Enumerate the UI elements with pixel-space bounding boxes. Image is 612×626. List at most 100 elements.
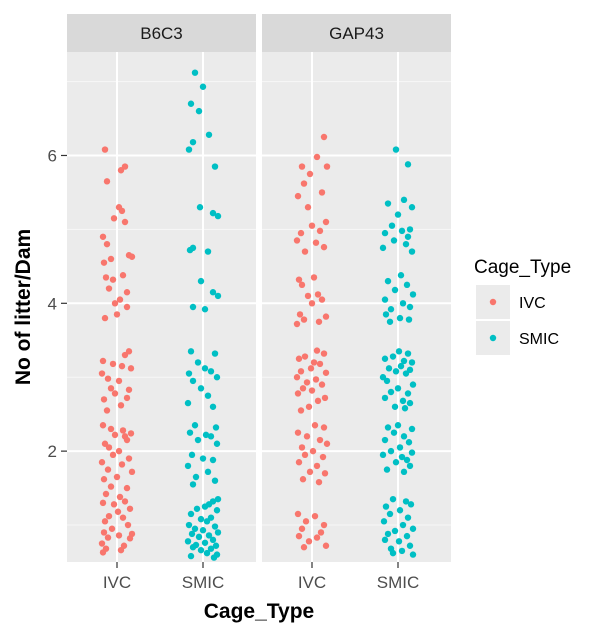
data-point-smic xyxy=(400,357,408,365)
data-point-ivc xyxy=(109,360,117,368)
data-point-smic xyxy=(387,388,395,396)
x-tick-label: IVC xyxy=(298,573,326,592)
data-point-smic xyxy=(199,527,207,534)
y-tick-label: 4 xyxy=(48,294,57,313)
data-point-ivc xyxy=(312,376,320,383)
data-point-ivc xyxy=(115,377,123,385)
data-point-ivc xyxy=(105,444,113,451)
data-point-ivc xyxy=(322,542,330,549)
data-point-smic xyxy=(189,303,197,311)
data-point-ivc xyxy=(293,320,301,328)
data-point-ivc xyxy=(295,355,303,362)
panel-b6c3: B6C3 xyxy=(67,14,256,562)
data-point-smic xyxy=(192,473,200,481)
data-point-smic xyxy=(211,163,219,170)
data-point-ivc xyxy=(117,402,125,409)
data-point-smic xyxy=(401,405,409,412)
strip-label-b6c3: B6C3 xyxy=(140,24,183,43)
data-point-ivc xyxy=(127,430,135,437)
data-point-ivc xyxy=(119,514,127,521)
data-point-ivc xyxy=(110,215,118,222)
data-point-ivc xyxy=(104,534,112,541)
data-point-smic xyxy=(207,433,215,440)
data-point-ivc xyxy=(311,512,319,520)
data-point-smic xyxy=(184,462,192,470)
data-point-smic xyxy=(408,449,416,456)
data-point-smic xyxy=(214,212,222,220)
data-point-smic xyxy=(197,515,205,523)
data-point-smic xyxy=(403,532,411,540)
data-point-ivc xyxy=(111,300,119,307)
data-point-smic xyxy=(195,107,203,115)
data-point-smic xyxy=(199,455,207,462)
data-point-smic xyxy=(189,481,197,488)
data-point-smic xyxy=(381,394,389,402)
y-tick-label: 2 xyxy=(48,442,57,461)
data-point-ivc xyxy=(99,357,107,365)
data-point-ivc xyxy=(125,455,133,462)
data-point-ivc xyxy=(306,170,314,178)
data-point-smic xyxy=(204,248,212,255)
data-point-ivc xyxy=(308,300,316,307)
data-point-smic xyxy=(396,444,404,451)
data-point-smic xyxy=(404,350,412,357)
data-point-ivc xyxy=(101,146,109,153)
data-point-smic xyxy=(212,424,220,431)
data-point-smic xyxy=(387,306,395,313)
y-tick-label: 6 xyxy=(48,146,57,165)
data-point-smic xyxy=(203,518,211,525)
data-point-ivc xyxy=(100,259,108,266)
data-point-smic xyxy=(382,503,390,510)
data-point-smic xyxy=(191,69,199,76)
data-point-ivc xyxy=(315,478,323,486)
data-point-ivc xyxy=(104,375,112,382)
data-point-ivc xyxy=(319,453,327,461)
data-point-ivc xyxy=(117,167,125,174)
legend: Cage_Type IVC SMIC xyxy=(474,257,571,355)
data-point-ivc xyxy=(297,407,305,414)
data-point-smic xyxy=(409,525,417,532)
data-point-smic xyxy=(213,507,221,514)
data-point-ivc xyxy=(126,535,134,542)
data-point-smic xyxy=(205,131,213,138)
data-point-ivc xyxy=(123,394,131,402)
data-point-ivc xyxy=(294,192,302,200)
data-point-ivc xyxy=(116,296,124,303)
data-point-ivc xyxy=(322,313,330,320)
data-point-ivc xyxy=(320,424,328,431)
data-point-ivc xyxy=(107,483,115,490)
data-point-ivc xyxy=(294,390,302,397)
data-point-smic xyxy=(381,229,389,237)
data-point-ivc xyxy=(313,153,321,161)
data-point-smic xyxy=(214,292,222,300)
data-point-smic xyxy=(189,138,197,146)
data-point-ivc xyxy=(313,462,321,470)
data-point-smic xyxy=(379,244,387,252)
data-point-smic xyxy=(207,545,215,552)
data-point-ivc xyxy=(100,476,108,483)
data-point-smic xyxy=(394,422,402,429)
data-point-smic xyxy=(187,510,195,518)
data-point-smic xyxy=(392,459,400,466)
data-point-ivc xyxy=(320,350,328,357)
data-point-ivc xyxy=(115,532,123,539)
data-point-smic xyxy=(405,316,413,323)
x-axis: IVC SMIC IVC SMIC xyxy=(103,562,419,592)
data-point-smic xyxy=(397,272,405,279)
data-point-smic xyxy=(394,385,402,392)
data-point-ivc xyxy=(101,314,109,322)
data-point-smic xyxy=(409,381,417,388)
data-point-ivc xyxy=(100,529,108,536)
data-point-smic xyxy=(389,353,397,360)
data-point-ivc xyxy=(118,362,126,370)
data-point-ivc xyxy=(300,180,308,187)
data-point-ivc xyxy=(118,207,126,215)
data-point-ivc xyxy=(128,253,136,260)
data-point-smic xyxy=(396,314,404,322)
data-point-ivc xyxy=(113,311,121,318)
data-point-smic xyxy=(211,477,219,484)
data-point-ivc xyxy=(103,178,111,185)
data-point-ivc xyxy=(304,292,312,300)
data-point-smic xyxy=(398,547,406,555)
data-point-ivc xyxy=(102,490,110,498)
